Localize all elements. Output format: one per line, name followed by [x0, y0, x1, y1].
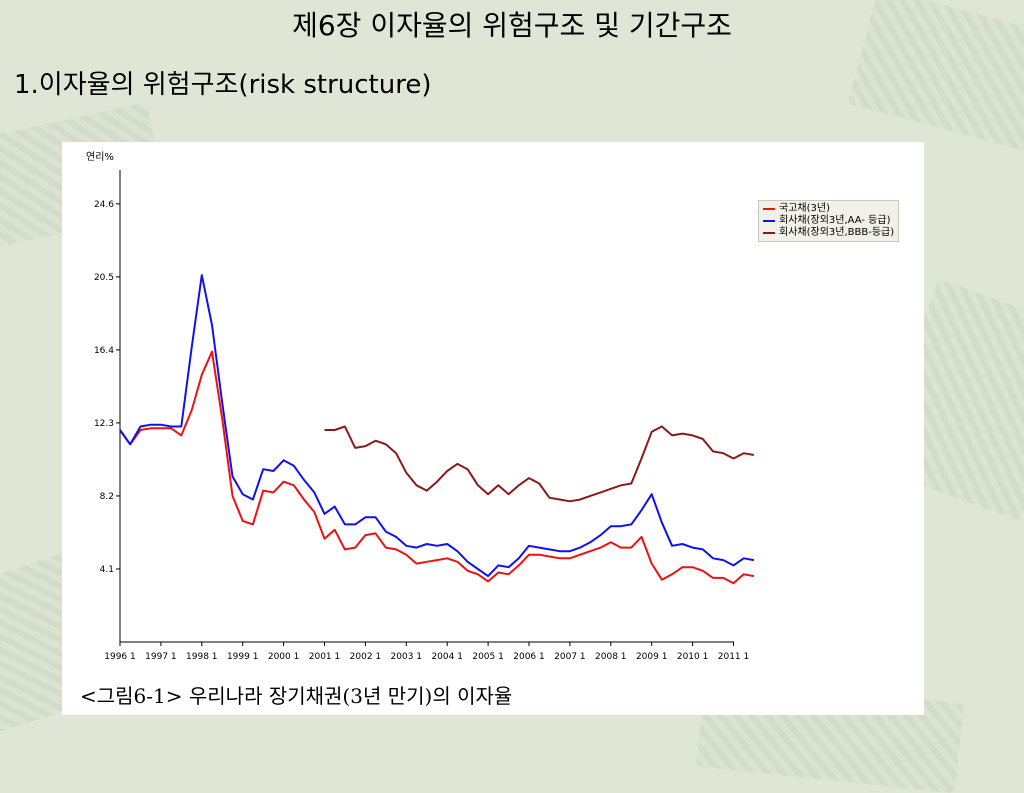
legend-item-2: 회사채(장외3년,BBB-등급) [763, 227, 894, 239]
x-tick-label: 2002 1 [350, 652, 382, 662]
y-tick-label: 16.4 [94, 346, 114, 356]
x-tick-label: 2005 1 [472, 652, 504, 662]
x-tick-label: 2000 1 [268, 652, 300, 662]
x-tick-label: 2009 1 [636, 652, 668, 662]
legend-swatch [763, 208, 775, 210]
x-tick-label: 1996 1 [104, 652, 136, 662]
legend-label: 국고채(3년) [779, 203, 830, 214]
slide-title: 제6장 이자율의 위험구조 및 기간구조 [292, 9, 732, 42]
y-axis-label: 연리% [86, 151, 114, 163]
series-line-2 [324, 425, 755, 503]
chart-legend: 국고채(3년) 회사채(장외3년,AA- 등급) 회사채(장외3년,BBB-등급) [758, 200, 900, 242]
x-tick-label: 1997 1 [145, 652, 177, 662]
slide-subtitle: 1.이자율의 위험구조(risk structure) [14, 70, 432, 100]
x-tick-label: 2006 1 [513, 652, 545, 662]
y-tick-label: 4.1 [100, 565, 114, 575]
series-line-0 [119, 350, 755, 585]
x-tick-label: 2001 1 [309, 652, 341, 662]
legend-label: 회사채(장외3년,AA- 등급) [779, 215, 891, 226]
x-tick-label: 2010 1 [677, 652, 709, 662]
x-tick-label: 2004 1 [431, 652, 463, 662]
x-tick-label: 2011 1 [718, 652, 750, 662]
x-tick-label: 2003 1 [391, 652, 423, 662]
x-tick-label: 2008 1 [595, 652, 627, 662]
y-tick-label: 24.6 [94, 200, 114, 210]
legend-swatch [763, 232, 775, 234]
legend-label: 회사채(장외3년,BBB-등급) [779, 227, 895, 238]
figure-caption: <그림6-1> 우리나라 장기채권(3년 만기)의 이자율 [80, 684, 513, 708]
y-tick-label: 8.2 [100, 492, 114, 502]
y-tick-label: 12.3 [94, 419, 114, 429]
legend-item-1: 회사채(장외3년,AA- 등급) [763, 215, 894, 227]
series-line-1 [119, 274, 755, 578]
x-tick-label: 2007 1 [554, 652, 586, 662]
legend-swatch [763, 220, 775, 222]
x-tick-label: 1998 1 [186, 652, 218, 662]
y-tick-label: 20.5 [94, 273, 114, 283]
chart-panel: 연리% 4.1 8.2 12.3 16.4 20.5 24.6 1996 1 1997 1 199… [62, 142, 924, 715]
x-tick-label: 1999 1 [227, 652, 259, 662]
legend-item-0: 국고채(3년) [763, 203, 894, 215]
interest-rate-line-chart: 연리% 4.1 8.2 12.3 16.4 20.5 24.6 1996 1 1997 1 199… [86, 151, 755, 662]
